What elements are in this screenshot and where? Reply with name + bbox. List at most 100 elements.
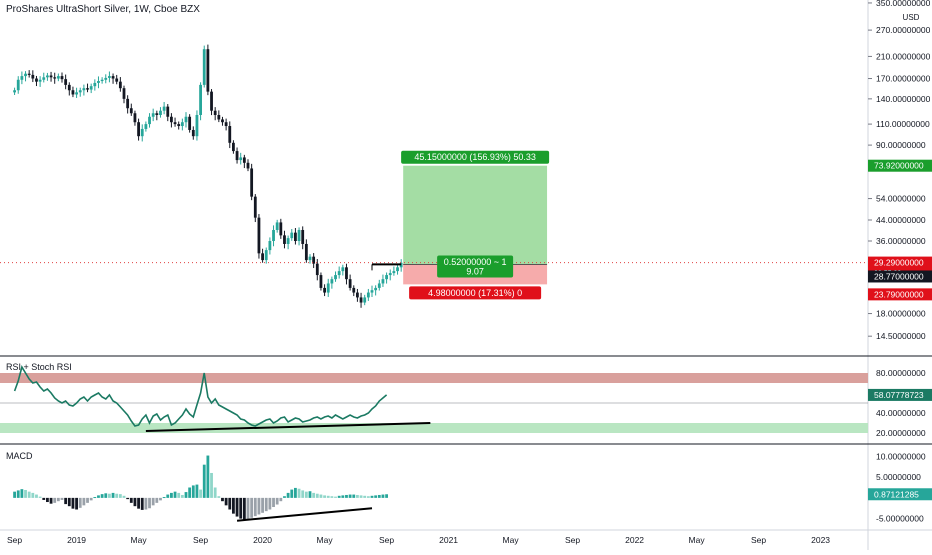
candle-body [115,78,119,82]
candle-body [129,108,133,114]
candle-body [352,287,356,293]
macd-histogram-bar [67,497,71,507]
macd-histogram-bar [301,490,305,498]
macd-histogram-bar [104,493,108,498]
macd-histogram-bar [330,496,334,498]
price-axis[interactable]: 350.00000000 270.00000000 210.00000000 170.… [868,0,932,524]
macd-histogram-bar [261,497,264,513]
entry-level-tag-bg [868,270,932,283]
macd-histogram-bar [323,495,326,498]
price-pane[interactable]: 45.15000000 (156.93%) 50.33 0.52000000 ~ … [0,44,868,308]
time-tick-label: May [317,535,334,545]
candle-body [177,124,181,127]
macd-histogram-bar [64,497,68,505]
candle-body [377,283,381,288]
candle-body [108,76,111,78]
macd-histogram-bar [27,491,31,498]
candle-body [148,116,151,125]
price-tick-label: 54.00000000 [876,194,926,204]
candle-body [381,279,385,284]
ratio-badge [437,255,514,278]
macd-last-tag-bg [868,488,932,501]
target-zone[interactable] [403,165,548,265]
macd-histogram-bar [137,497,140,509]
stop-badge [409,286,542,300]
candle-body [257,217,261,254]
macd-histogram-bar [170,492,173,498]
price-tick-label: 270.00000000 [876,25,931,35]
macd-histogram-bar [108,493,111,498]
macd-pane[interactable] [13,455,388,522]
candle-body [392,271,396,274]
macd-histogram-bar [97,495,100,498]
time-tick-label: 2021 [439,535,458,545]
candle-body [93,82,97,87]
candle-body [370,290,374,293]
candle-body [356,292,359,298]
time-tick-label: Sep [193,535,208,545]
candle-body [334,275,337,280]
macd-histogram-bar [202,464,206,498]
macd-histogram-bar [195,484,199,498]
macd-histogram-bar [290,489,294,498]
macd-histogram-bar [115,493,119,498]
macd-histogram-bar [381,494,385,498]
macd-histogram-bar [111,492,115,498]
candle-body [250,168,254,197]
macd-histogram-bar [93,497,97,499]
candle-body [275,222,279,230]
rsi-oversold-band [0,423,868,433]
rsi-line[interactable] [13,364,388,427]
price-tick-label: 14.50000000 [876,331,926,341]
candle-body [137,122,140,137]
macd-histogram-bar [275,497,279,505]
macd-histogram-bar [199,489,202,498]
ratio-badge-text-1: 0.52000000 ~ 1 [444,257,507,267]
price-tick-label: 18.00000000 [876,309,926,319]
target-badge [401,150,550,164]
candle-body [312,256,316,264]
time-tick-label: May [689,535,706,545]
macd-histogram-bar [162,497,166,499]
candle-body [326,283,330,293]
macd-histogram-bar [221,497,224,502]
macd-histogram-bar [304,491,308,498]
macd-histogram-bar [250,497,254,518]
candle-body [217,114,221,120]
macd-histogram-bar [253,497,257,517]
candle-body [279,222,283,236]
candle-body [122,88,126,99]
candle-body [78,90,82,93]
macd-histogram-bar [283,496,286,498]
macd-histogram-bar [35,494,38,498]
price-tick-label: 110.00000000 [876,119,930,129]
macd-histogram-bar [89,497,93,501]
candle-body [374,287,378,291]
rsi-divergence-line[interactable] [145,422,431,432]
candle-body [46,75,49,78]
candle-body [348,279,352,288]
macd-histogram-bar [31,492,35,498]
candle-body [42,77,46,80]
macd-histogram-bar [159,497,162,501]
macd-histogram-bar [78,497,82,508]
target-level-tag-bg [868,159,932,172]
macd-histogram-bar [366,496,370,498]
price-tick-label: 36.00000000 [876,236,926,246]
macd-histogram-bar [326,495,330,498]
macd-histogram-bar [359,495,363,498]
candle-body [345,267,348,280]
rsi-last-tag: 58.07778723 [874,390,924,400]
rsi-pane[interactable] [0,364,868,433]
candle-body [31,74,35,79]
candle-body [210,91,213,111]
macd-histogram-bar [191,485,195,498]
macd-histogram-bar [177,492,181,498]
time-axis[interactable]: Sep 2019 May Sep 2020 May Sep 2021 May Sep 2022 May… [7,535,830,545]
candle-body [246,162,250,169]
macd-histogram-bar [228,497,232,510]
macd-divergence-line[interactable] [236,507,373,522]
macd-histogram-bar [144,497,148,510]
time-tick-label: Sep [565,535,580,545]
